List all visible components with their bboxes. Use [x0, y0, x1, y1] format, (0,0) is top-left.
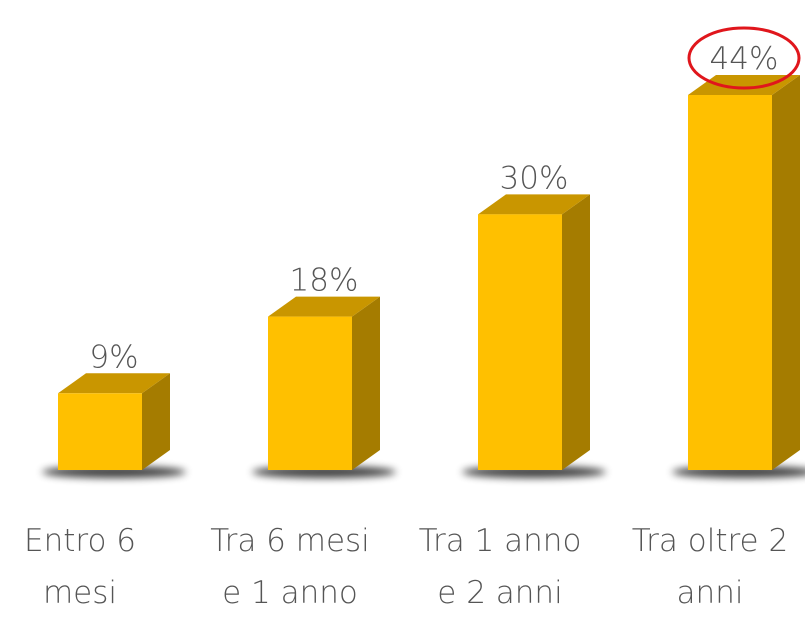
bar-side — [562, 194, 590, 470]
highlight-circle — [687, 26, 801, 90]
bar — [268, 316, 352, 470]
bar-side — [142, 373, 170, 470]
x-tick-label: Entro 6 mesi — [24, 523, 136, 611]
bar-top — [268, 296, 380, 317]
bar-side — [352, 296, 380, 470]
bar-top — [58, 373, 170, 394]
bar-top — [688, 75, 800, 95]
x-tick-label: Tra oltre 2 anni — [631, 523, 789, 611]
value-label: 18% — [290, 263, 359, 299]
value-label: 30% — [500, 160, 569, 196]
bar — [478, 214, 562, 470]
bar-top — [478, 194, 590, 215]
x-tick-label: Tra 1 anno e 2 anni — [418, 523, 582, 611]
x-tick-label: Tra 6 mesi e 1 anno — [210, 523, 370, 611]
bar — [688, 95, 772, 470]
bar-side — [772, 75, 800, 470]
value-label: 44% — [710, 41, 779, 77]
bar — [58, 393, 142, 470]
value-label: 9% — [89, 339, 138, 375]
